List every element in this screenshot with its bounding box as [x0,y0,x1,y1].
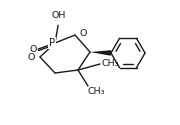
Text: O: O [80,28,87,38]
Text: O: O [28,52,35,62]
Text: OH: OH [52,11,66,20]
Text: CH₃: CH₃ [102,60,120,68]
Text: P: P [49,38,55,48]
Text: CH₃: CH₃ [87,86,105,96]
Polygon shape [90,50,111,56]
Text: O: O [29,45,37,54]
